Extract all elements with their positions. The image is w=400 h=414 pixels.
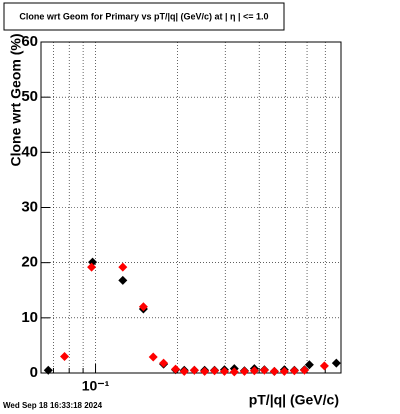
data-point (304, 360, 314, 370)
data-point (200, 366, 210, 376)
y-tick-label: 60 (21, 33, 38, 50)
y-tick-label: 0 (30, 364, 38, 381)
data-point (189, 365, 199, 375)
data-point (87, 262, 97, 272)
data-point (229, 367, 239, 377)
data-point (249, 366, 259, 376)
data-point (60, 351, 70, 361)
data-point (159, 358, 169, 368)
y-tick-label: 50 (21, 88, 38, 105)
x-axis-label: pT/|q| (GeV/c) (249, 392, 339, 408)
data-point (138, 302, 148, 312)
y-tick-label: 10 (21, 309, 38, 326)
y-tick-label: 20 (21, 254, 38, 271)
data-point (239, 366, 249, 376)
data-point (210, 366, 220, 376)
title-box (3, 2, 285, 31)
data-point (319, 361, 329, 371)
chart-title: Clone wrt Geom for Primary vs pT/|q| (Ge… (19, 11, 268, 21)
data-point (299, 365, 309, 375)
x-tick-label: 10⁻¹ (82, 378, 110, 394)
data-point (269, 366, 279, 376)
data-point (171, 364, 181, 374)
data-point (259, 365, 269, 375)
data-point (148, 352, 158, 362)
y-tick-label: 30 (21, 198, 38, 215)
data-point (179, 366, 189, 376)
data-point (43, 365, 53, 375)
data-point (289, 366, 299, 376)
y-tick-label: 40 (21, 143, 38, 160)
data-point (118, 262, 128, 272)
data-point (118, 275, 128, 285)
data-point (219, 366, 229, 376)
y-axis-label: Clone wrt Geom (%) (8, 33, 24, 166)
data-point (279, 366, 289, 376)
data-point (331, 358, 341, 368)
footer: Wed Sep 18 16:33:18 2024 (3, 401, 103, 410)
